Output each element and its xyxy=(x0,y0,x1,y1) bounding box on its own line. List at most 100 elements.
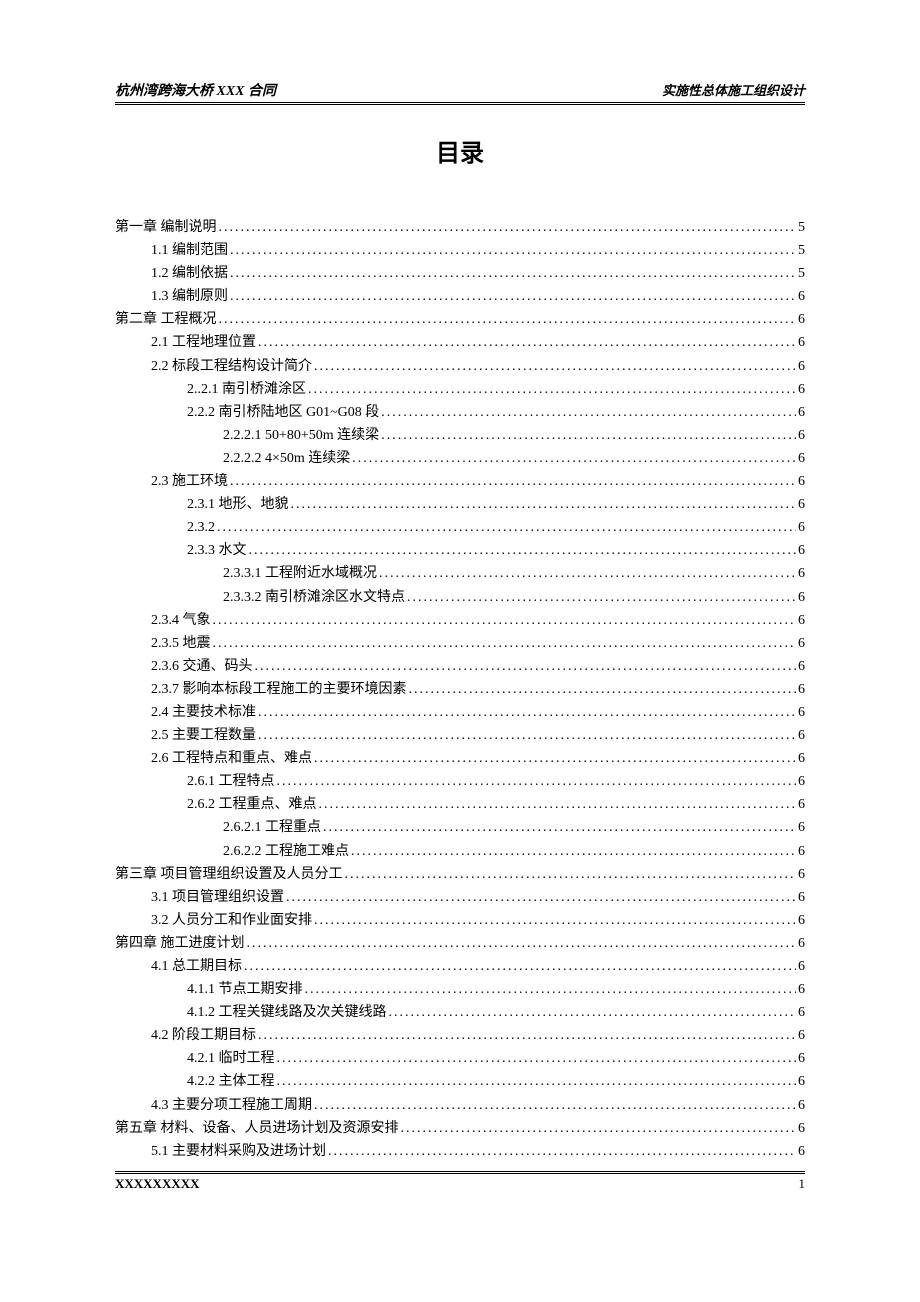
toc-entry: 第一章 编制说明5 xyxy=(115,216,805,239)
toc-entry-label: 2.2.2 南引桥陆地区 G01~G08 段 xyxy=(187,401,379,424)
toc-leader-dots xyxy=(314,1094,796,1117)
toc-leader-dots xyxy=(351,840,796,863)
toc-entry-page: 6 xyxy=(798,470,805,493)
toc-entry: 4.2 阶段工期目标6 xyxy=(115,1024,805,1047)
toc-entry-page: 6 xyxy=(798,609,805,632)
document-title: 目录 xyxy=(115,133,805,168)
toc-entry-page: 6 xyxy=(798,1117,805,1140)
toc-entry-label: 4.1 总工期目标 xyxy=(151,955,242,978)
toc-leader-dots xyxy=(381,401,796,424)
toc-entry-page: 6 xyxy=(798,978,805,1001)
toc-leader-dots xyxy=(230,239,796,262)
toc-leader-dots xyxy=(213,609,797,632)
page-header: 杭州湾跨海大桥 XXX 合同 实施性总体施工组织设计 xyxy=(115,80,805,105)
toc-leader-dots xyxy=(401,1117,797,1140)
toc-entry: 2.6.2.2 工程施工难点6 xyxy=(115,840,805,863)
toc-leader-dots xyxy=(345,863,797,886)
toc-entry: 2.3.3.1 工程附近水域概况6 xyxy=(115,562,805,585)
toc-entry-page: 6 xyxy=(798,539,805,562)
toc-entry-page: 6 xyxy=(798,586,805,609)
toc-entry: 2.2.2 南引桥陆地区 G01~G08 段 6 xyxy=(115,401,805,424)
toc-leader-dots xyxy=(286,886,796,909)
toc-entry: 2.6.1 工程特点 6 xyxy=(115,770,805,793)
toc-entry-label: 2.2 标段工程结构设计简介 xyxy=(151,355,312,378)
toc-entry-label: 2.6.1 工程特点 xyxy=(187,770,275,793)
toc-leader-dots xyxy=(217,516,796,539)
toc-entry-page: 6 xyxy=(798,724,805,747)
toc-entry-page: 6 xyxy=(798,1094,805,1117)
toc-entry-label: 4.2.2 主体工程 xyxy=(187,1070,275,1093)
toc-entry-page: 6 xyxy=(798,562,805,585)
toc-entry-page: 6 xyxy=(798,793,805,816)
toc-entry-label: 2.3.3 水文 xyxy=(187,539,247,562)
toc-entry-label: 2.3.3.2 南引桥滩涂区水文特点 xyxy=(223,586,405,609)
toc-leader-dots xyxy=(230,470,796,493)
toc-entry: 2.3 施工环境 6 xyxy=(115,470,805,493)
toc-entry: 第五章 材料、设备、人员进场计划及资源安排 6 xyxy=(115,1117,805,1140)
toc-entry-page: 6 xyxy=(798,678,805,701)
toc-entry: 2.3.26 xyxy=(115,516,805,539)
toc-entry-page: 6 xyxy=(798,770,805,793)
toc-entry-page: 6 xyxy=(798,1070,805,1093)
toc-leader-dots xyxy=(258,724,796,747)
toc-leader-dots xyxy=(323,816,796,839)
toc-leader-dots xyxy=(230,262,796,285)
toc-entry-label: 2.3.1 地形、地貌 xyxy=(187,493,289,516)
toc-entry: 1.2 编制依据 5 xyxy=(115,262,805,285)
toc-entry-label: 2.5 主要工程数量 xyxy=(151,724,256,747)
toc-entry-label: 3.1 项目管理组织设置 xyxy=(151,886,284,909)
toc-entry-label: 第四章 施工进度计划 xyxy=(115,932,245,955)
toc-entry-page: 6 xyxy=(798,331,805,354)
toc-leader-dots xyxy=(230,285,796,308)
toc-entry: 2.3.3 水文 6 xyxy=(115,539,805,562)
toc-entry-label: 2.3 施工环境 xyxy=(151,470,228,493)
toc-entry-page: 6 xyxy=(798,1024,805,1047)
toc-entry-page: 6 xyxy=(798,378,805,401)
toc-entry-page: 6 xyxy=(798,493,805,516)
toc-entry-label: 4.1.1 节点工期安排 xyxy=(187,978,303,1001)
toc-entry-label: 1.1 编制范围 xyxy=(151,239,228,262)
toc-entry-label: 2.3.4 气象 xyxy=(151,609,211,632)
toc-entry-page: 6 xyxy=(798,401,805,424)
toc-entry-page: 6 xyxy=(798,424,805,447)
toc-leader-dots xyxy=(314,909,796,932)
toc-entry-page: 6 xyxy=(798,355,805,378)
footer-left: XXXXXXXXX xyxy=(115,1176,200,1192)
toc-entry: 3.1 项目管理组织设置6 xyxy=(115,886,805,909)
toc-leader-dots xyxy=(249,539,797,562)
toc-entry-page: 5 xyxy=(798,262,805,285)
header-right: 实施性总体施工组织设计 xyxy=(662,80,805,99)
toc-entry: 2.3.4 气象 6 xyxy=(115,609,805,632)
toc-leader-dots xyxy=(379,562,796,585)
toc-leader-dots xyxy=(255,655,797,678)
toc-entry-label: 2..2.1 南引桥滩涂区 xyxy=(187,378,306,401)
toc-leader-dots xyxy=(305,978,797,1001)
toc-entry-page: 6 xyxy=(798,863,805,886)
toc-entry: 2.2 标段工程结构设计简介 6 xyxy=(115,355,805,378)
toc-entry-label: 2.6 工程特点和重点、难点 xyxy=(151,747,312,770)
toc-entry: 2.2.2.2 4×50m 连续梁6 xyxy=(115,447,805,470)
toc-entry: 2.6.2.1 工程重点6 xyxy=(115,816,805,839)
toc-entry: 2.3.1 地形、地貌 6 xyxy=(115,493,805,516)
toc-entry-page: 6 xyxy=(798,516,805,539)
toc-entry-page: 6 xyxy=(798,701,805,724)
toc-entry-label: 第三章 项目管理组织设置及人员分工 xyxy=(115,863,343,886)
toc-entry: 2.2.2.1 50+80+50m 连续梁6 xyxy=(115,424,805,447)
toc-leader-dots xyxy=(244,955,796,978)
toc-entry-label: 4.2.1 临时工程 xyxy=(187,1047,275,1070)
toc-entry: 2.6 工程特点和重点、难点6 xyxy=(115,747,805,770)
toc-entry: 2.3.7 影响本标段工程施工的主要环境因素6 xyxy=(115,678,805,701)
toc-entry-label: 2.6.2 工程重点、难点 xyxy=(187,793,317,816)
toc-entry-label: 第五章 材料、设备、人员进场计划及资源安排 xyxy=(115,1117,399,1140)
toc-leader-dots xyxy=(291,493,797,516)
toc-entry-label: 1.2 编制依据 xyxy=(151,262,228,285)
toc-entry-page: 6 xyxy=(798,655,805,678)
toc-leader-dots xyxy=(277,1070,797,1093)
toc-entry-page: 6 xyxy=(798,1001,805,1024)
toc-entry-label: 2.6.2.2 工程施工难点 xyxy=(223,840,349,863)
toc-entry: 1.3 编制原则6 xyxy=(115,285,805,308)
page-footer: XXXXXXXXX 1 xyxy=(115,1171,805,1192)
toc-entry: 4.1.2 工程关键线路及次关键线路6 xyxy=(115,1001,805,1024)
toc-leader-dots xyxy=(258,1024,796,1047)
toc-entry: 2.4 主要技术标准6 xyxy=(115,701,805,724)
